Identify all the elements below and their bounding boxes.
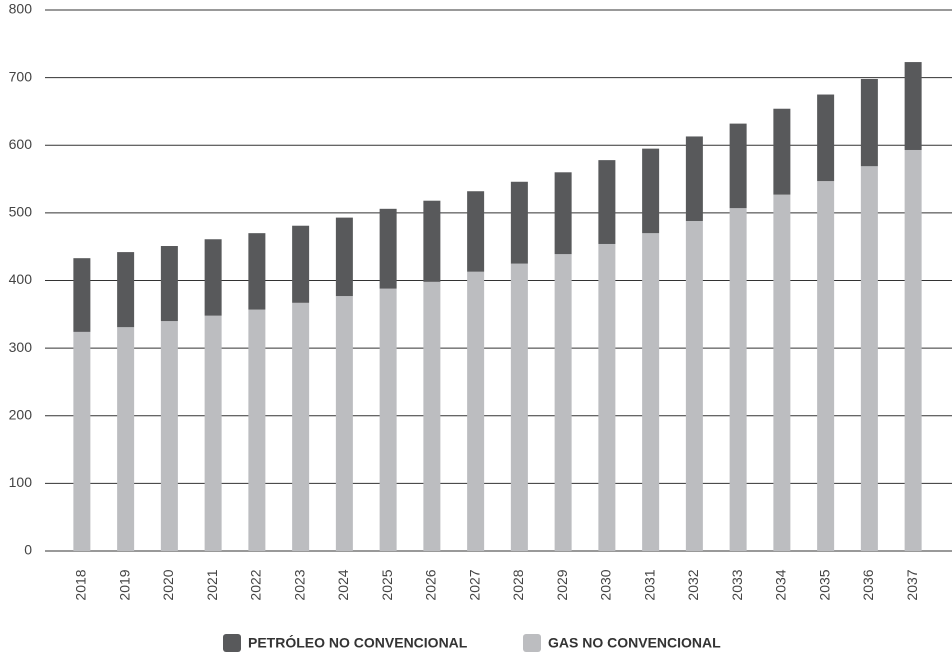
- x-tick-label: 2025: [379, 569, 395, 600]
- bar: [773, 194, 791, 551]
- x-tick-label: 2037: [904, 569, 920, 600]
- x-tick-label: 2033: [729, 569, 745, 600]
- bar: [117, 327, 135, 551]
- x-tick-label: 2019: [116, 569, 132, 600]
- bar: [467, 271, 485, 551]
- bar: [160, 321, 178, 551]
- bar: [335, 296, 353, 551]
- bar: [248, 309, 266, 551]
- x-tick-label: 2018: [73, 569, 89, 600]
- bar: [510, 181, 528, 264]
- bar: [860, 166, 878, 551]
- y-tick-label: 100: [9, 474, 33, 490]
- bar: [685, 136, 703, 221]
- bar: [379, 208, 397, 289]
- legend-label: PETRÓLEO NO CONVENCIONAL: [248, 634, 468, 651]
- x-tick-label: 2021: [204, 569, 220, 600]
- legend-label: GAS NO CONVENCIONAL: [548, 635, 721, 651]
- bar: [510, 263, 528, 551]
- bar: [117, 252, 135, 328]
- y-tick-label: 700: [9, 68, 33, 84]
- bar: [904, 62, 922, 150]
- x-tick-label: 2032: [685, 569, 701, 600]
- y-tick-label: 200: [9, 406, 33, 422]
- x-tick-label: 2024: [335, 569, 351, 600]
- bar: [292, 302, 310, 551]
- bar: [817, 181, 835, 551]
- bar: [379, 288, 397, 551]
- y-tick-label: 500: [9, 204, 33, 220]
- x-tick-label: 2030: [598, 569, 614, 600]
- y-tick-label: 600: [9, 136, 33, 152]
- bar: [598, 243, 616, 552]
- x-tick-label: 2022: [248, 569, 264, 600]
- y-tick-label: 300: [9, 339, 33, 355]
- bar: [248, 233, 266, 310]
- bar: [860, 78, 878, 167]
- x-tick-label: 2034: [773, 569, 789, 600]
- bar: [773, 108, 791, 195]
- bar: [904, 149, 922, 551]
- bar: [554, 172, 572, 255]
- x-tick-label: 2028: [510, 569, 526, 600]
- y-tick-label: 800: [9, 1, 33, 17]
- x-tick-label: 2026: [423, 569, 439, 600]
- bar: [467, 191, 485, 272]
- x-tick-label: 2036: [860, 569, 876, 600]
- bar: [685, 220, 703, 552]
- legend-swatch: [223, 634, 241, 652]
- x-tick-label: 2029: [554, 569, 570, 600]
- bar: [554, 254, 572, 551]
- bar: [73, 258, 91, 332]
- bar: [73, 331, 91, 551]
- x-tick-label: 2031: [641, 569, 657, 600]
- bar: [817, 94, 835, 182]
- y-tick-label: 400: [9, 271, 33, 287]
- bar: [292, 225, 310, 303]
- x-tick-label: 2020: [160, 569, 176, 600]
- bar: [598, 160, 616, 244]
- bar: [423, 281, 441, 551]
- bar: [642, 148, 660, 234]
- bar: [642, 233, 660, 551]
- x-tick-label: 2023: [291, 569, 307, 600]
- bar: [204, 315, 222, 551]
- bar: [423, 200, 441, 282]
- bar: [204, 239, 222, 316]
- y-tick-label: 0: [24, 542, 32, 558]
- bar: [160, 246, 178, 322]
- legend-swatch: [523, 634, 541, 652]
- bar: [729, 208, 747, 552]
- x-tick-label: 2035: [816, 569, 832, 600]
- x-tick-label: 2027: [466, 569, 482, 600]
- bar: [729, 123, 747, 209]
- bar: [335, 217, 353, 297]
